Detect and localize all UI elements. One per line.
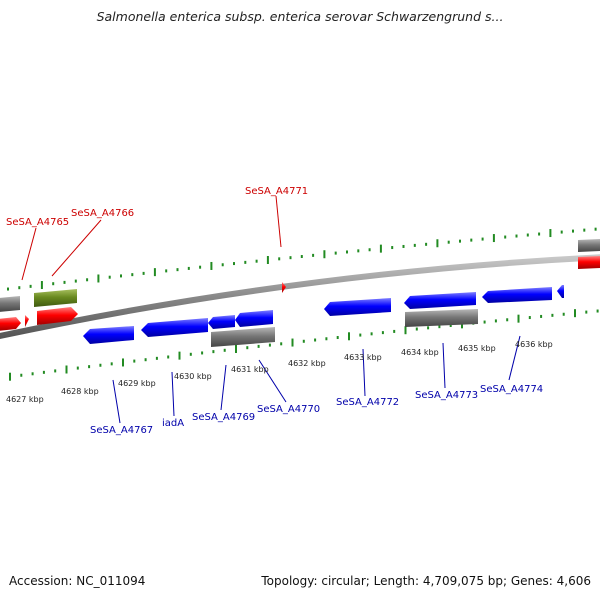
gene-label[interactable]: SeSA_A4771 xyxy=(245,186,308,197)
leader-line xyxy=(258,359,287,403)
gene-label[interactable]: SeSA_A4767 xyxy=(90,425,153,436)
kbp-label: 4628 kbp xyxy=(61,387,99,396)
reverse-gene[interactable] xyxy=(404,292,476,309)
leader-line xyxy=(51,219,102,277)
reverse-gene[interactable] xyxy=(324,298,391,316)
forward-gene[interactable] xyxy=(282,282,286,293)
kbp-label: 4627 kbp xyxy=(6,395,44,404)
kbp-label: 4629 kbp xyxy=(118,379,156,388)
kbp-label: 4631 kbp xyxy=(231,365,269,374)
forward-gene[interactable] xyxy=(37,307,78,325)
genome-summary-text: Topology: circular; Length: 4,709,075 bp… xyxy=(261,574,591,588)
leader-line xyxy=(275,195,282,248)
gene-label[interactable]: SeSA_A4774 xyxy=(480,384,543,395)
reverse-gene[interactable] xyxy=(482,287,552,303)
gene-label[interactable]: SeSA_A4769 xyxy=(192,412,255,423)
accession-text: Accession: NC_011094 xyxy=(9,574,146,588)
leader-line xyxy=(362,348,366,397)
forward-strand-features xyxy=(0,239,600,331)
kbp-label: 4630 kbp xyxy=(174,372,212,381)
leader-line xyxy=(220,364,227,411)
gene-labels: SeSA_A4765 SeSA_A4766 SeSA_A4771 SeSA_A4… xyxy=(6,186,543,436)
kbp-label: 4636 kbp xyxy=(515,340,553,349)
kbp-label: 4633 kbp xyxy=(344,353,382,362)
reverse-gene[interactable] xyxy=(235,310,273,327)
kbp-label: 4634 kbp xyxy=(401,348,439,357)
outer-tick-track xyxy=(7,227,597,291)
forward-gene[interactable] xyxy=(578,256,600,269)
kbp-label: 4635 kbp xyxy=(458,344,496,353)
leader-line xyxy=(508,335,521,381)
forward-gene[interactable] xyxy=(25,315,29,327)
leader-line xyxy=(21,227,37,281)
genome-backbone xyxy=(0,254,600,340)
misc-feature[interactable] xyxy=(578,239,600,252)
gene-label[interactable]: iadA xyxy=(162,418,184,429)
leader-line xyxy=(442,342,446,389)
leader-line xyxy=(112,379,121,424)
gene-label[interactable]: SeSA_A4765 xyxy=(6,217,69,228)
label-leaders xyxy=(21,195,521,424)
kbp-labels: 4627 kbp 4628 kbp 4629 kbp 4630 kbp 4631… xyxy=(6,340,553,404)
gene-label[interactable]: SeSA_A4773 xyxy=(415,390,478,401)
gene-label[interactable]: SeSA_A4772 xyxy=(336,397,399,408)
gene-label[interactable]: SeSA_A4770 xyxy=(257,404,320,415)
misc-feature[interactable] xyxy=(0,296,20,312)
gene-label[interactable]: SeSA_A4766 xyxy=(71,208,134,219)
reverse-strand-features xyxy=(83,285,564,347)
reverse-gene[interactable] xyxy=(557,285,564,298)
reverse-gene[interactable] xyxy=(208,315,235,329)
inner-tick-track xyxy=(9,309,599,381)
reverse-gene[interactable] xyxy=(141,318,208,337)
other-feature[interactable] xyxy=(34,289,77,307)
forward-gene[interactable] xyxy=(0,317,21,331)
misc-feature[interactable] xyxy=(211,327,275,347)
genome-title: Salmonella enterica subsp. enterica sero… xyxy=(96,9,504,24)
kbp-label: 4632 kbp xyxy=(288,359,326,368)
leader-line xyxy=(171,371,175,417)
misc-feature[interactable] xyxy=(405,309,478,327)
reverse-gene[interactable] xyxy=(83,326,134,344)
